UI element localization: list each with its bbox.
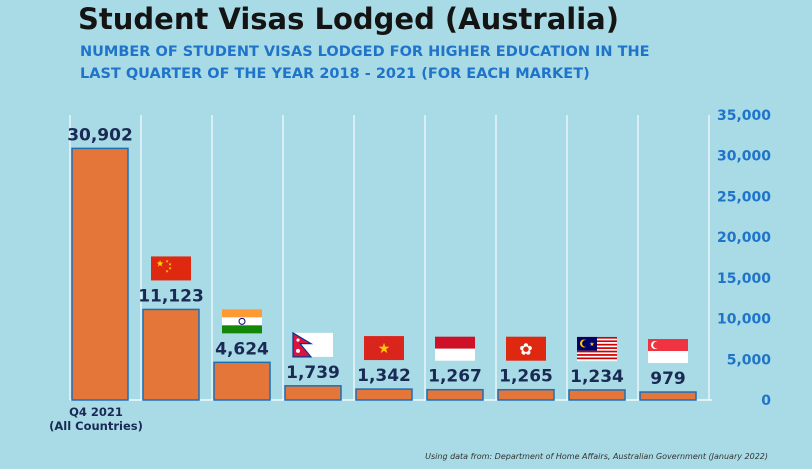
data-label: 1,265	[499, 367, 553, 387]
y-tick-label: 35,000	[717, 108, 771, 124]
china-flag-icon: ★ ★★★★	[151, 256, 191, 281]
y-tick-label: 30,000	[717, 149, 771, 165]
vietnam-flag-icon: ★	[364, 336, 404, 361]
bar	[639, 391, 697, 401]
svg-text:★: ★	[168, 265, 172, 270]
data-label: 1,267	[428, 367, 482, 387]
data-label: 979	[650, 369, 686, 389]
x-tick-label: (All Countries)	[49, 419, 143, 433]
y-tick-label: 25,000	[717, 189, 771, 205]
chart-title: Student Visas Lodged (Australia)	[78, 2, 619, 36]
svg-text:★: ★	[378, 341, 391, 357]
chart-subtitle-line-1: NUMBER OF STUDENT VISAS LODGED FOR HIGHE…	[80, 44, 650, 60]
nepal-flag-icon	[292, 331, 333, 358]
svg-text:✿: ✿	[519, 340, 532, 359]
svg-text:★: ★	[168, 261, 172, 266]
malaysia-flag-icon: ★	[577, 336, 617, 362]
bar	[426, 388, 484, 401]
svg-text:★: ★	[589, 341, 594, 348]
y-tick-label: 15,000	[717, 271, 771, 287]
data-label: 1,342	[357, 366, 411, 386]
x-tick-label: Q4 2021	[69, 405, 123, 419]
svg-text:★: ★	[165, 258, 169, 263]
indonesia-flag-icon	[435, 336, 475, 361]
data-label: 1,739	[286, 363, 340, 383]
bar	[568, 389, 626, 401]
bar	[142, 308, 200, 401]
y-tick-label: 20,000	[717, 230, 771, 246]
y-tick-label: 10,000	[717, 312, 771, 328]
svg-text:★: ★	[156, 259, 164, 269]
source-note: Using data from: Department of Home Affa…	[425, 452, 768, 461]
data-label: 11,123	[138, 286, 204, 306]
bar	[213, 361, 271, 401]
svg-text:★: ★	[165, 268, 169, 273]
chart-subtitle-line-2: LAST QUARTER OF THE YEAR 2018 - 2021 (FO…	[80, 66, 590, 82]
y-tick-label: 0	[761, 393, 771, 409]
data-label: 4,624	[215, 339, 269, 359]
y-tick-label: 5,000	[727, 352, 772, 368]
data-label: 1,234	[570, 367, 624, 387]
india-flag-icon	[222, 309, 262, 334]
singapore-flag-icon	[648, 339, 688, 364]
bar	[355, 388, 413, 401]
bar	[284, 385, 342, 401]
data-label: 30,902	[67, 125, 133, 145]
hong-kong-flag-icon: ✿	[506, 336, 546, 361]
bar	[71, 147, 129, 401]
bar	[497, 388, 555, 401]
